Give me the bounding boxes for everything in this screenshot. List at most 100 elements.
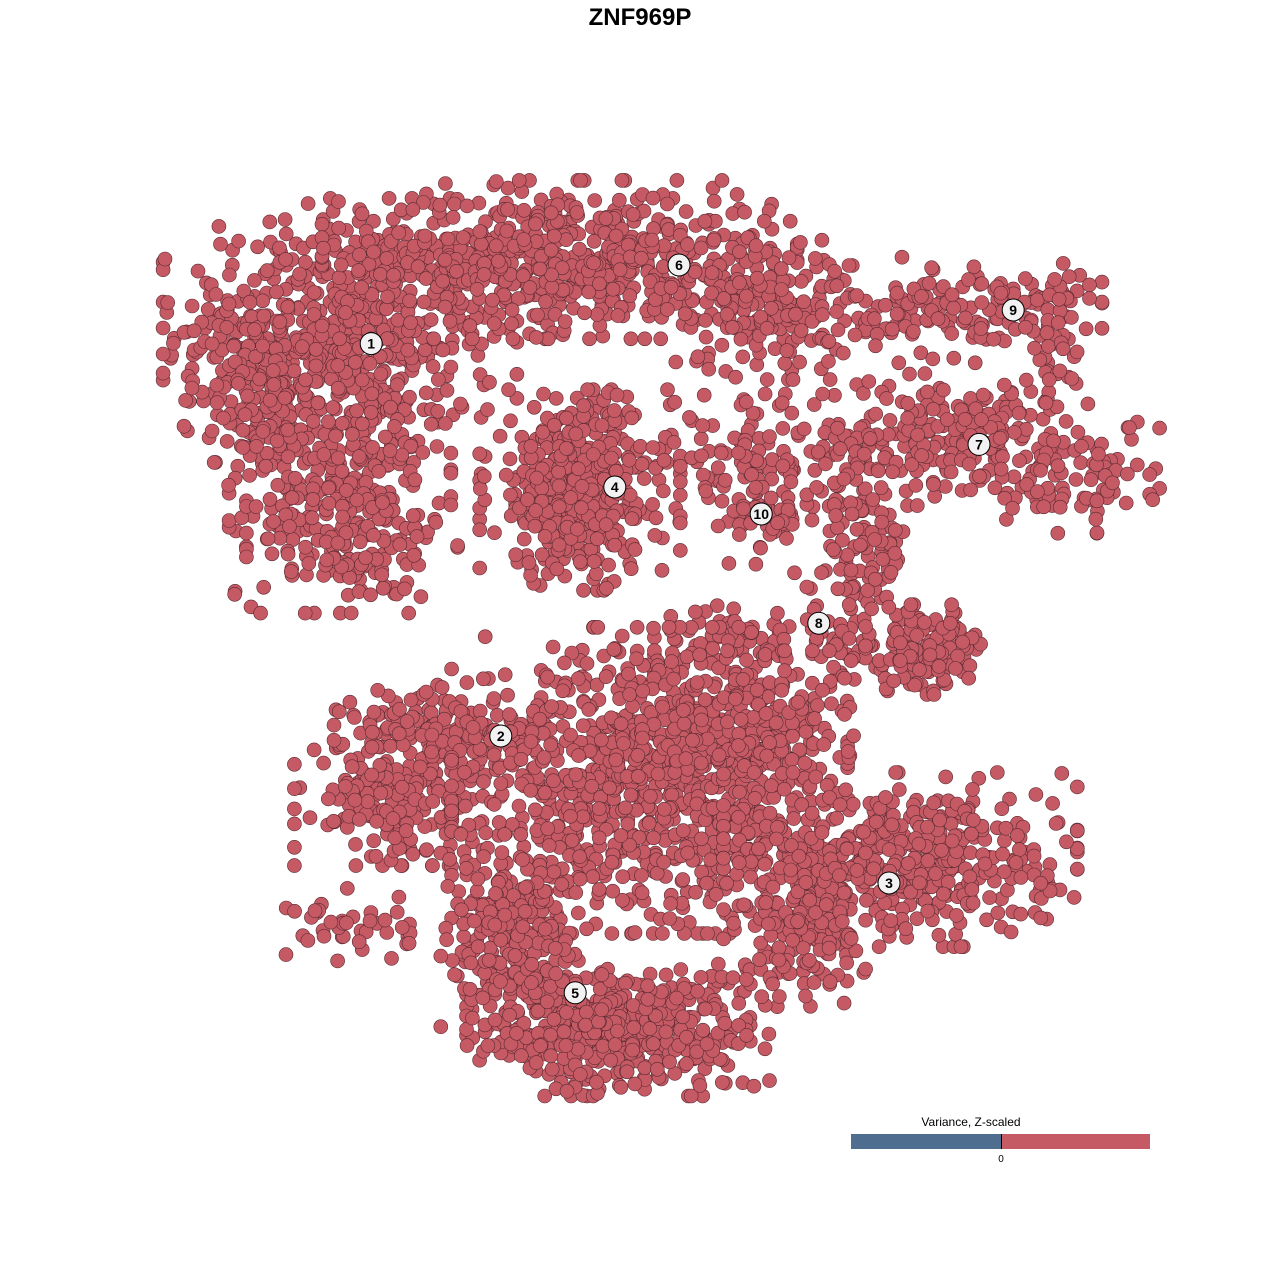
cell-point [829,278,845,294]
cell-point [305,413,321,429]
cell-point [231,376,246,391]
cell-point [695,467,711,483]
cell-point [926,476,941,492]
cell-point [641,815,657,831]
cell-point [543,242,559,258]
cell-point [338,305,353,320]
cell-point [544,699,559,714]
cell-point [513,751,529,767]
cell-point [256,579,272,595]
cell-point [705,641,721,656]
cell-point [178,393,193,408]
cell-point [667,394,683,410]
cell-point [909,628,925,643]
cell-point [266,514,281,529]
cell-point [656,854,672,870]
cell-point [634,868,649,883]
cell-point [662,911,678,926]
cell-point [840,744,856,759]
cell-point [226,338,241,354]
cell-point [697,692,713,708]
cell-point [308,341,324,357]
cell-point [373,785,389,801]
cell-point [931,659,947,674]
cell-point [377,429,393,445]
cell-point [358,550,373,566]
cell-point [398,823,414,839]
cell-point [1046,433,1061,449]
cell-point [777,663,792,679]
cell-point [349,492,365,508]
cell-point [363,587,378,603]
cell-point [961,670,977,686]
cell-point [891,355,907,371]
cell-point [942,615,958,631]
cell-point [247,322,262,337]
cell-point [287,781,302,797]
cell-point [509,366,525,382]
cell-point [946,350,962,366]
cell-point [300,196,316,211]
cell-point [308,358,324,374]
cell-point [321,480,336,496]
cell-point [155,346,171,362]
cell-point [807,711,822,726]
cell-point [738,394,754,410]
cell-point [594,418,610,433]
cell-point [235,422,251,438]
cell-point [1120,466,1135,482]
cell-point [858,619,873,634]
cell-point [216,410,231,426]
cell-point [799,579,815,595]
cell-point [287,801,302,817]
cell-point [910,427,926,443]
cell-point [661,619,677,635]
cell-point [843,562,859,578]
cell-point [351,263,366,278]
cell-point [437,299,453,315]
cell-point [716,902,731,917]
cell-point [849,521,865,537]
cell-point [696,387,712,403]
cell-point [1088,511,1104,527]
cell-point [321,414,336,430]
cell-point [611,192,627,208]
cell-point [282,519,297,534]
cell-point [184,380,200,396]
cell-point [548,391,564,406]
cell-point [544,279,560,295]
cell-point [406,547,422,563]
cell-point [572,241,587,257]
cell-point [1142,467,1157,482]
cell-point [573,173,588,188]
cell-point [629,651,644,667]
cell-point [579,656,595,671]
cell-point [814,307,830,323]
cell-point [672,543,688,558]
cell-point [347,354,363,370]
cell-point [500,687,515,703]
chart-title: ZNF969P [588,4,692,31]
cell-point [604,926,620,941]
cell-point [259,263,275,278]
cell-point [337,779,353,794]
cell-point [704,619,720,635]
cell-point [585,869,600,885]
cell-point [375,580,391,596]
cell-point [962,658,978,674]
cell-point [814,565,829,581]
cell-point [613,828,629,843]
cell-point [333,257,349,273]
cell-point [650,766,666,782]
cell-point [882,413,898,428]
cell-point [377,912,393,928]
cell-point [1052,499,1068,515]
cell-point [373,267,388,282]
cell-point [837,670,852,686]
cell-point [352,812,367,827]
cell-point [884,321,900,337]
cell-point [348,837,363,852]
cell-point [666,671,682,687]
cell-point [316,755,331,771]
cell-point [330,450,346,466]
